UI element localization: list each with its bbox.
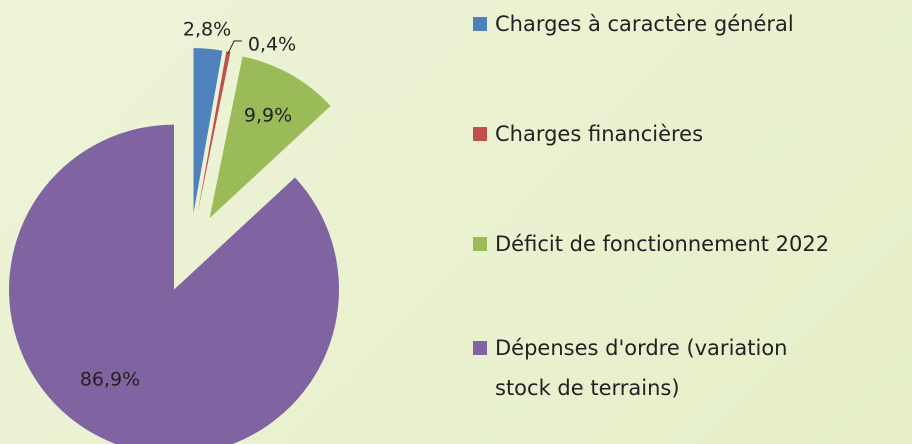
legend-item: Charges à caractère général bbox=[473, 4, 893, 44]
legend-label: Dépenses d'ordre (variation stock de ter… bbox=[495, 336, 788, 400]
data-label: 9,9% bbox=[244, 105, 292, 127]
pie-slice bbox=[197, 51, 231, 214]
legend-label: Charges à caractère général bbox=[495, 12, 794, 36]
legend-label: Déficit de fonctionnement 2022 bbox=[495, 232, 830, 256]
legend-label: Charges financières bbox=[495, 122, 704, 146]
pie-slice bbox=[9, 124, 339, 444]
data-label: 86,9% bbox=[80, 369, 140, 391]
pie-slice bbox=[193, 48, 223, 214]
pie-slice bbox=[209, 56, 331, 219]
legend-item: Dépenses d'ordre (variation stock de ter… bbox=[473, 328, 793, 408]
data-label: 0,4% bbox=[248, 34, 296, 56]
legend-item: Charges financières bbox=[473, 114, 893, 154]
leader-line bbox=[227, 40, 242, 54]
legend-item: Déficit de fonctionnement 2022 bbox=[473, 224, 903, 264]
legend-swatch bbox=[473, 127, 487, 141]
legend-swatch bbox=[473, 341, 487, 355]
legend-swatch bbox=[473, 17, 487, 31]
legend-swatch bbox=[473, 237, 487, 251]
data-label: 2,8% bbox=[183, 19, 231, 41]
